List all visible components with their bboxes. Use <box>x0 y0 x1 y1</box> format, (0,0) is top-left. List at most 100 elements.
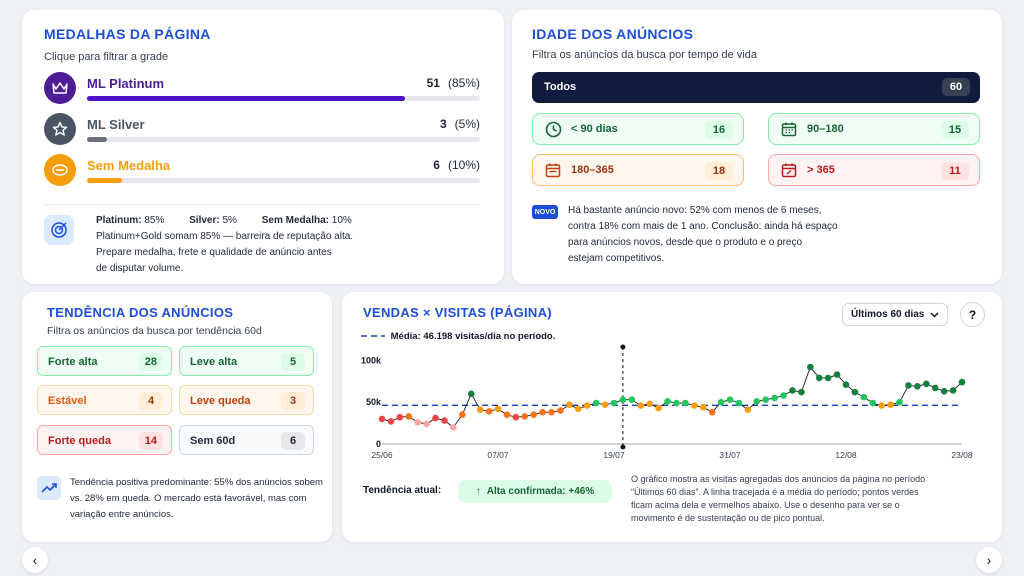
trend-note: Tendência positiva predominante: 55% dos… <box>70 477 323 520</box>
help-button[interactable]: ? <box>960 302 985 327</box>
age-lt90-button[interactable]: < 90 dias 16 <box>532 113 744 145</box>
data-point[interactable] <box>557 407 564 414</box>
calendar-icon <box>781 122 797 137</box>
data-point[interactable] <box>503 411 511 419</box>
age-gt365-button[interactable]: > 365 11 <box>768 154 980 186</box>
data-point[interactable] <box>833 371 841 378</box>
data-point[interactable] <box>780 392 787 399</box>
data-point[interactable] <box>637 402 645 409</box>
data-point[interactable] <box>476 406 484 414</box>
data-point[interactable] <box>958 378 966 386</box>
data-point[interactable] <box>887 401 894 408</box>
age-90-180-button[interactable]: 90–180 15 <box>768 113 980 145</box>
data-point[interactable] <box>459 411 466 419</box>
data-point[interactable] <box>807 363 814 371</box>
age-subtitle: Filtra os anúncios da busca por tempo de… <box>532 49 758 61</box>
data-point[interactable] <box>726 396 734 403</box>
data-point[interactable] <box>494 405 502 413</box>
data-point[interactable] <box>940 388 948 395</box>
data-point[interactable] <box>432 414 439 422</box>
series-line-segment <box>461 393 472 415</box>
data-point[interactable] <box>673 399 680 407</box>
data-point[interactable] <box>583 402 591 409</box>
data-point[interactable] <box>896 398 903 406</box>
data-point[interactable] <box>610 399 618 407</box>
data-point[interactable] <box>485 408 493 415</box>
data-point[interactable] <box>923 380 930 388</box>
data-point[interactable] <box>646 400 653 408</box>
data-point[interactable] <box>789 387 796 394</box>
next-page-button[interactable]: › <box>976 547 1002 573</box>
no-medal-icon <box>44 154 76 186</box>
data-point[interactable] <box>798 388 805 396</box>
data-point[interactable] <box>512 413 520 421</box>
data-point[interactable] <box>860 393 868 401</box>
arrow-up-icon: ↑ <box>475 486 481 497</box>
data-point[interactable] <box>699 403 707 411</box>
x-tick-label: 12/08 <box>835 450 857 460</box>
visits-chart: 100k 50k 025/06 07/07 19/07 31/07 12/08 23/08 <box>361 344 973 460</box>
data-point[interactable] <box>467 390 475 398</box>
medals-subtitle: Clique para filtrar a grade <box>44 51 169 63</box>
data-point[interactable] <box>949 387 957 394</box>
data-point[interactable] <box>539 408 546 416</box>
trend-strong-up-button[interactable]: Forte alta 28 <box>37 346 172 376</box>
data-point[interactable] <box>628 396 636 403</box>
data-point[interactable] <box>378 415 386 423</box>
data-point[interactable] <box>548 408 555 416</box>
data-point[interactable] <box>423 420 430 428</box>
data-point[interactable] <box>815 374 823 382</box>
data-point[interactable] <box>878 402 885 409</box>
medal-none-name: Sem Medalha <box>87 158 171 173</box>
age-lt90-count: 16 <box>705 121 733 139</box>
data-point[interactable] <box>521 413 529 420</box>
medal-platinum-count: 51 (85%) <box>426 76 480 90</box>
age-180-365-button[interactable]: 180–365 18 <box>532 154 744 186</box>
data-point[interactable] <box>566 401 573 408</box>
trend-strong-down-button[interactable]: Forte queda 14 <box>37 425 172 455</box>
data-point[interactable] <box>575 405 582 413</box>
age-note: Há bastante anúncio novo: 52% com menos … <box>568 205 838 264</box>
data-point[interactable] <box>682 399 689 407</box>
data-point[interactable] <box>387 418 395 425</box>
data-point[interactable] <box>655 404 662 412</box>
prev-page-button[interactable]: ‹ <box>22 547 48 573</box>
data-point[interactable] <box>530 411 537 419</box>
data-point[interactable] <box>414 418 421 426</box>
trend-light-down-button[interactable]: Leve queda 3 <box>179 385 314 415</box>
data-point[interactable] <box>691 402 698 409</box>
new-badge: NOVO <box>532 205 558 219</box>
data-point[interactable] <box>762 396 769 403</box>
data-point[interactable] <box>396 413 404 421</box>
data-point[interactable] <box>601 401 609 408</box>
data-point[interactable] <box>450 423 457 431</box>
medal-platinum-row[interactable]: ML Platinum 51 (85%) <box>44 72 480 108</box>
trend-no-data-button[interactable]: Sem 60d 6 <box>179 425 314 455</box>
data-point[interactable] <box>851 388 859 396</box>
age-all-button[interactable]: Todos 60 <box>532 72 980 103</box>
data-point[interactable] <box>753 398 761 405</box>
data-point[interactable] <box>869 399 877 407</box>
medal-none-count: 6 (10%) <box>433 158 480 172</box>
star-icon <box>44 113 76 145</box>
data-point[interactable] <box>771 394 778 402</box>
data-point[interactable] <box>405 413 413 420</box>
data-point[interactable] <box>842 381 850 388</box>
data-point[interactable] <box>708 408 716 416</box>
data-point[interactable] <box>905 382 912 389</box>
data-point[interactable] <box>664 398 671 405</box>
medal-none-row[interactable]: Sem Medalha 6 (10%) <box>44 154 480 190</box>
trend-light-up-button[interactable]: Leve alta 5 <box>179 346 314 376</box>
data-point[interactable] <box>717 398 725 406</box>
data-point[interactable] <box>735 399 743 407</box>
period-select[interactable]: Últimos 60 dias <box>842 303 948 326</box>
trend-stable-button[interactable]: Estável 4 <box>37 385 172 415</box>
data-point[interactable] <box>441 417 448 424</box>
data-point[interactable] <box>824 374 832 382</box>
data-point[interactable] <box>592 399 600 407</box>
medal-silver-row[interactable]: ML Silver 3 (5%) <box>44 113 480 149</box>
data-point[interactable] <box>744 406 752 414</box>
data-point[interactable] <box>931 384 939 392</box>
data-point[interactable] <box>619 396 627 403</box>
data-point[interactable] <box>914 382 921 390</box>
